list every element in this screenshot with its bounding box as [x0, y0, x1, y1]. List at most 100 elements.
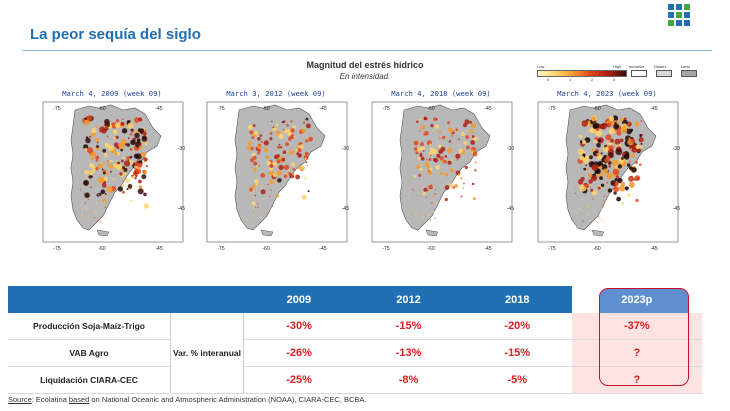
drought-spot [634, 160, 638, 164]
drought-spot [253, 207, 255, 209]
drought-spot [472, 197, 476, 201]
drought-spot [631, 138, 636, 143]
drought-spot [426, 196, 428, 199]
map-tick-right: -30 [178, 146, 185, 152]
drought-spot [285, 142, 289, 147]
drought-spot [245, 194, 247, 196]
drought-spot [473, 136, 478, 142]
drought-spot [427, 190, 429, 192]
drought-spot [104, 153, 108, 158]
drought-spot [124, 172, 127, 176]
drought-spot [83, 192, 85, 194]
drought-spot [292, 168, 295, 171]
highlight-header-fill [600, 289, 688, 313]
drought-spot [434, 193, 437, 195]
drought-spot [428, 184, 434, 190]
source-note: Source: Ecolatina based on National Ocea… [8, 395, 367, 404]
drought-spot [115, 139, 117, 141]
drought-spot [288, 172, 292, 176]
drought-spot [115, 119, 120, 123]
drought-spot [138, 185, 143, 189]
map-tick-top: -60 [98, 106, 105, 112]
drought-spot [140, 151, 147, 158]
drought-spot [609, 142, 613, 146]
drought-spot [435, 203, 437, 205]
drought-spot [301, 194, 307, 200]
impact-table: 2009 2012 2018 2023p Producción Soja-Maí… [8, 286, 702, 394]
drought-spot [430, 190, 432, 193]
drought-spot [585, 164, 588, 167]
drought-spot [89, 186, 92, 188]
drought-spot [118, 142, 125, 150]
map-svg: March 4, 2018 (week 09) -75 -60 -45 -75 -60 -4… [366, 88, 516, 254]
drought-spot [271, 120, 273, 123]
drought-spot [271, 192, 273, 194]
drought-spot [97, 194, 100, 196]
drought-spot [104, 171, 109, 176]
table-cell: -37% [571, 313, 702, 340]
drought-spot [296, 152, 300, 156]
drought-spot [131, 175, 134, 179]
drought-spot [297, 148, 302, 153]
drought-spot [267, 171, 272, 176]
drought-spot [474, 169, 477, 172]
drought-spot [252, 155, 257, 160]
drought-spot [416, 120, 419, 123]
map-legend: Low High snow/ice Desert Land 0 1 2 3 [535, 64, 700, 88]
drought-spot [440, 136, 443, 138]
drought-spot [251, 184, 256, 189]
drought-spot [272, 161, 277, 167]
drought-spot [249, 221, 251, 223]
drought-spot [451, 157, 453, 160]
drought-spot [435, 201, 438, 203]
drought-spot [142, 135, 147, 140]
figure-title: Magnitud del estrés hídrico [306, 60, 424, 70]
drought-spot [618, 185, 626, 192]
drought-spot [104, 192, 107, 195]
drought-spot [95, 126, 98, 129]
drought-spot [594, 161, 598, 166]
drought-spot [606, 173, 613, 180]
drought-spot [93, 217, 96, 219]
drought-spot [248, 124, 253, 130]
drought-spot [605, 155, 611, 160]
drought-spot [628, 137, 631, 140]
drought-spot [276, 159, 281, 164]
drought-spot [89, 170, 94, 176]
drought-spot [129, 132, 133, 136]
drought-spot [580, 176, 585, 181]
drought-spot [97, 220, 99, 222]
legend-snow: snow/ice [629, 64, 645, 69]
drought-spot [103, 176, 108, 181]
table-cell: -8% [354, 366, 463, 394]
drought-spot [606, 141, 608, 144]
drought-spot [604, 164, 607, 168]
drought-spot [593, 123, 600, 129]
drought-spot [440, 146, 446, 152]
drought-spot [112, 129, 118, 135]
map-tick-bottom: -60 [427, 246, 434, 252]
table-header-empty [8, 286, 244, 313]
drought-spot [257, 135, 259, 137]
drought-spot [252, 167, 257, 172]
drought-spot [602, 220, 605, 222]
drought-spot [254, 194, 256, 197]
drought-spot [577, 185, 579, 187]
drought-spot [304, 177, 307, 180]
drought-spot [594, 218, 596, 221]
drought-spot [121, 184, 125, 188]
drought-spot [597, 154, 603, 160]
drought-spot [593, 139, 598, 144]
drought-spot [413, 190, 416, 192]
drought-spot [271, 205, 273, 207]
drought-spot [145, 164, 149, 168]
drought-spot [608, 116, 615, 122]
drought-spot [127, 122, 134, 129]
drought-spot [590, 116, 597, 122]
drought-spot [631, 146, 638, 153]
drought-spot [606, 122, 612, 127]
table-cell: -15% [354, 313, 463, 340]
page-title: La peor sequía del siglo [30, 26, 201, 43]
map-title: March 3, 2012 (week 09) [226, 89, 326, 98]
drought-spot [308, 136, 313, 142]
